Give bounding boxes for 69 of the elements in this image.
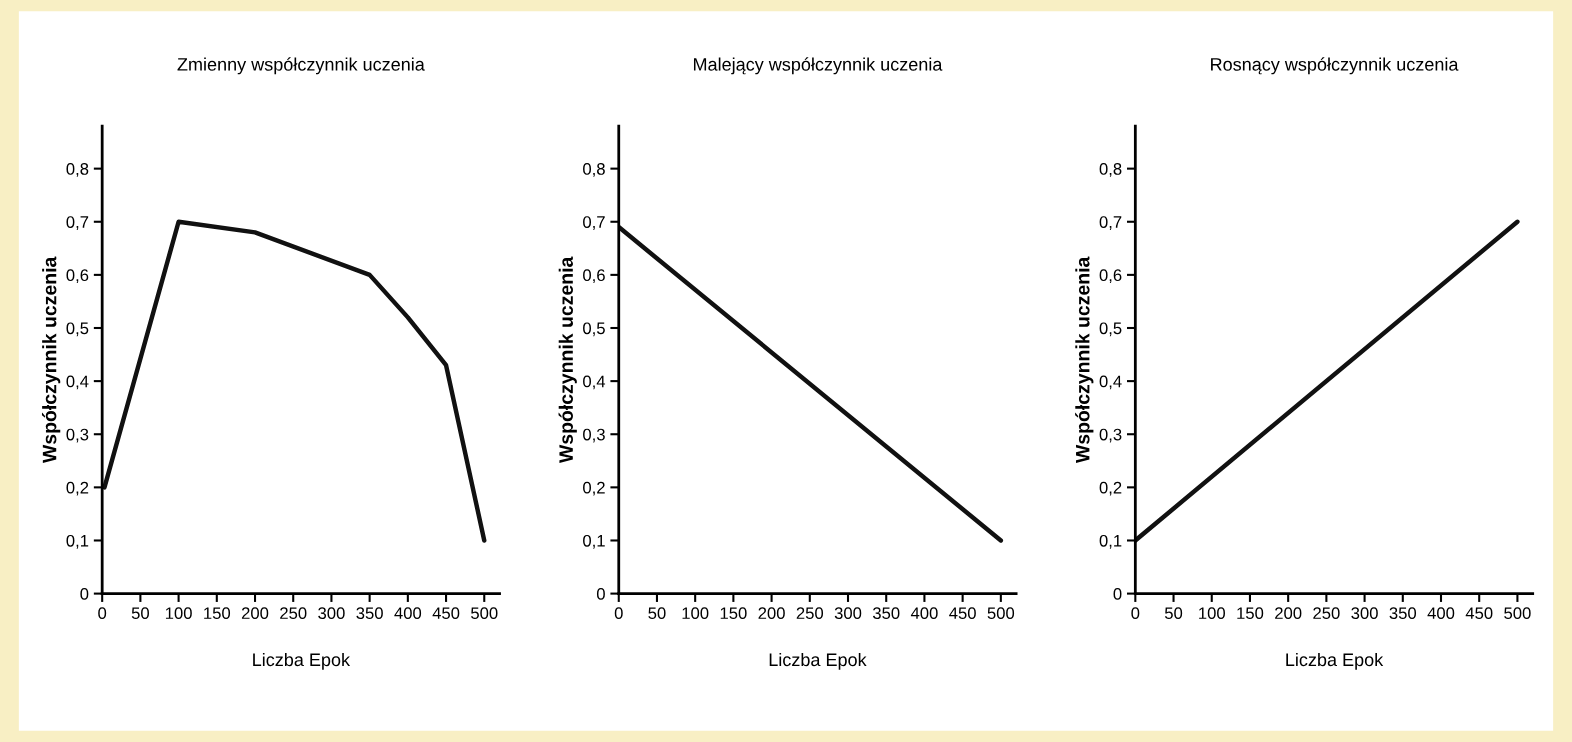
x-axis-title: Liczba Epok xyxy=(253,652,351,670)
y-tick-label: 0,4 xyxy=(1099,375,1122,390)
y-axis-title: Współczynnik uczenia xyxy=(41,256,61,464)
y-tick-label: 0,5 xyxy=(66,322,89,337)
y-tick-label: 0,6 xyxy=(583,269,605,284)
y-tick-label: 0,5 xyxy=(1099,322,1122,337)
x-tick-label: 400 xyxy=(394,607,422,620)
chart-title: Zmienny współczynnik uczenia xyxy=(177,57,425,75)
y-tick-label: 0,1 xyxy=(1099,534,1122,549)
y-tick-label: 0,6 xyxy=(66,269,89,284)
x-tick-label: 400 xyxy=(1427,607,1455,620)
y-tick-label: 0,1 xyxy=(66,534,89,549)
x-tick-label: 50 xyxy=(131,607,150,620)
y-tick-label: 0,4 xyxy=(66,375,89,390)
x-tick-label: 250 xyxy=(280,607,307,620)
chart-title: Rosnący współczynnik uczenia xyxy=(1211,57,1459,75)
y-tick-label: 0,7 xyxy=(583,216,605,230)
x-axis-title: Liczba Epok xyxy=(769,652,867,670)
x-tick-label: 450 xyxy=(949,607,976,620)
x-tick-label: 150 xyxy=(720,607,747,620)
x-tick-label: 150 xyxy=(204,607,231,620)
x-tick-label: 500 xyxy=(1504,607,1531,620)
x-tick-label: 50 xyxy=(1164,607,1183,620)
x-tick-label: 0 xyxy=(98,607,107,620)
chart-title: Malejący współczynnik uczenia xyxy=(693,57,943,75)
y-tick-label: 0,8 xyxy=(66,163,89,177)
x-tick-label: 400 xyxy=(910,607,938,620)
y-axis-title: Współczynnik uczenia xyxy=(1075,256,1094,464)
y-tick-label: 0,4 xyxy=(583,375,606,390)
x-tick-label: 200 xyxy=(758,607,785,620)
y-tick-label: 0 xyxy=(1113,588,1122,600)
x-tick-label: 0 xyxy=(614,607,623,620)
y-tick-label: 0,7 xyxy=(1099,216,1122,230)
x-tick-label: 500 xyxy=(987,607,1015,620)
y-tick-label: 0,2 xyxy=(66,481,89,496)
y-tick-label: 0,5 xyxy=(583,322,605,337)
x-tick-label: 300 xyxy=(834,607,862,620)
x-tick-label: 150 xyxy=(1237,607,1264,620)
x-tick-label: 250 xyxy=(796,607,824,620)
y-tick-label: 0,6 xyxy=(1099,269,1122,284)
x-tick-label: 250 xyxy=(1313,607,1340,620)
y-tick-label: 0,8 xyxy=(1099,163,1122,177)
x-tick-label: 350 xyxy=(356,607,383,620)
x-tick-label: 350 xyxy=(872,607,900,620)
y-tick-label: 0,1 xyxy=(583,534,605,549)
x-tick-label: 200 xyxy=(241,607,269,620)
x-tick-label: 350 xyxy=(1389,607,1417,620)
x-tick-label: 300 xyxy=(318,607,345,620)
x-axis-title: Liczba Epok xyxy=(1286,652,1384,670)
x-tick-label: 100 xyxy=(682,607,709,620)
y-tick-label: 0,3 xyxy=(66,428,89,443)
x-tick-label: 100 xyxy=(165,607,192,620)
y-axis-title: Współczynnik uczenia xyxy=(558,256,577,464)
x-tick-label: 0 xyxy=(1131,607,1140,620)
y-tick-label: 0 xyxy=(596,588,605,600)
x-tick-label: 50 xyxy=(648,607,666,620)
x-tick-label: 500 xyxy=(471,607,498,620)
y-tick-label: 0,3 xyxy=(583,428,605,443)
x-tick-label: 100 xyxy=(1199,607,1225,620)
y-tick-label: 0,8 xyxy=(583,163,605,177)
y-tick-label: 0,3 xyxy=(1099,428,1122,443)
y-tick-label: 0,2 xyxy=(1099,481,1122,496)
x-tick-label: 450 xyxy=(1465,607,1493,620)
y-tick-label: 0,7 xyxy=(66,216,89,230)
x-tick-label: 200 xyxy=(1275,607,1302,620)
y-tick-label: 0 xyxy=(80,588,89,600)
y-tick-label: 0,2 xyxy=(583,481,605,496)
x-tick-label: 300 xyxy=(1351,607,1378,620)
x-tick-label: 450 xyxy=(432,607,460,620)
